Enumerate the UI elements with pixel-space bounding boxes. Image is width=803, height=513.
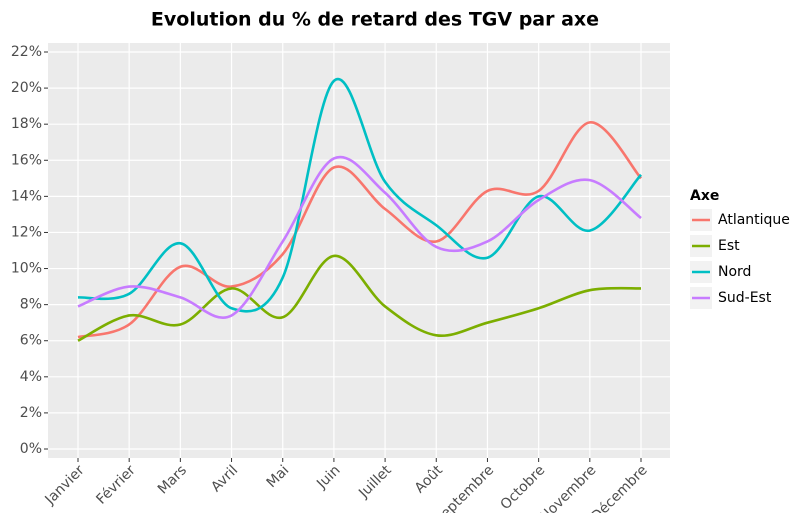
x-tick-label: Avril bbox=[208, 462, 241, 495]
x-tick-label: Juin bbox=[313, 462, 343, 492]
y-tick-label: 0% bbox=[20, 441, 42, 457]
line bbox=[77, 77, 642, 313]
legend-label: Sud-Est bbox=[718, 290, 772, 306]
x-tick-label: Mars bbox=[155, 462, 190, 497]
plot-background bbox=[48, 43, 670, 458]
x-tick-label: Février bbox=[93, 462, 139, 508]
y-tick-label: 2% bbox=[20, 405, 42, 421]
y-tick-label: 16% bbox=[11, 152, 42, 168]
y-tick-label: 8% bbox=[20, 297, 42, 313]
x-tick-label: Juillet bbox=[355, 462, 395, 502]
x-tick-label: Août bbox=[412, 462, 446, 496]
line bbox=[77, 254, 642, 342]
x-tick-label: Octobre bbox=[498, 462, 549, 513]
line bbox=[77, 121, 642, 339]
legend-label: Est bbox=[718, 238, 740, 254]
y-tick-label: 4% bbox=[20, 369, 42, 385]
y-tick-label: 20% bbox=[11, 80, 42, 96]
line bbox=[77, 155, 642, 319]
y-tick-label: 22% bbox=[11, 44, 42, 60]
y-tick-label: 18% bbox=[11, 116, 42, 132]
x-tick-label: Décembre bbox=[588, 462, 650, 513]
y-tick-label: 10% bbox=[11, 261, 42, 277]
y-tick-label: 6% bbox=[20, 333, 42, 349]
legend-title: Axe bbox=[690, 188, 719, 204]
x-tick-label: Novembre bbox=[537, 462, 600, 513]
y-tick-label: 12% bbox=[11, 224, 42, 240]
x-tick-label: Mai bbox=[264, 462, 293, 491]
legend-label: Atlantique bbox=[718, 212, 790, 228]
chart-title: Evolution du % de retard des TGV par axe bbox=[151, 9, 599, 31]
x-tick-label: Janvier bbox=[42, 462, 88, 508]
legend-label: Nord bbox=[718, 264, 751, 280]
y-tick-label: 14% bbox=[11, 188, 42, 204]
